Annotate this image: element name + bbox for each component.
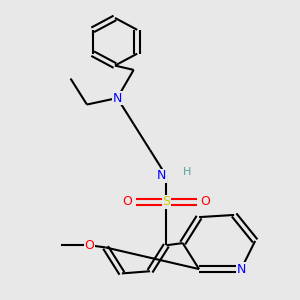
Text: O: O	[123, 196, 133, 208]
Text: O: O	[84, 239, 94, 252]
Text: N: N	[157, 169, 166, 182]
Text: S: S	[162, 196, 170, 208]
Text: N: N	[112, 92, 122, 104]
Text: H: H	[183, 167, 192, 177]
Text: O: O	[200, 196, 210, 208]
Text: N: N	[236, 262, 246, 276]
